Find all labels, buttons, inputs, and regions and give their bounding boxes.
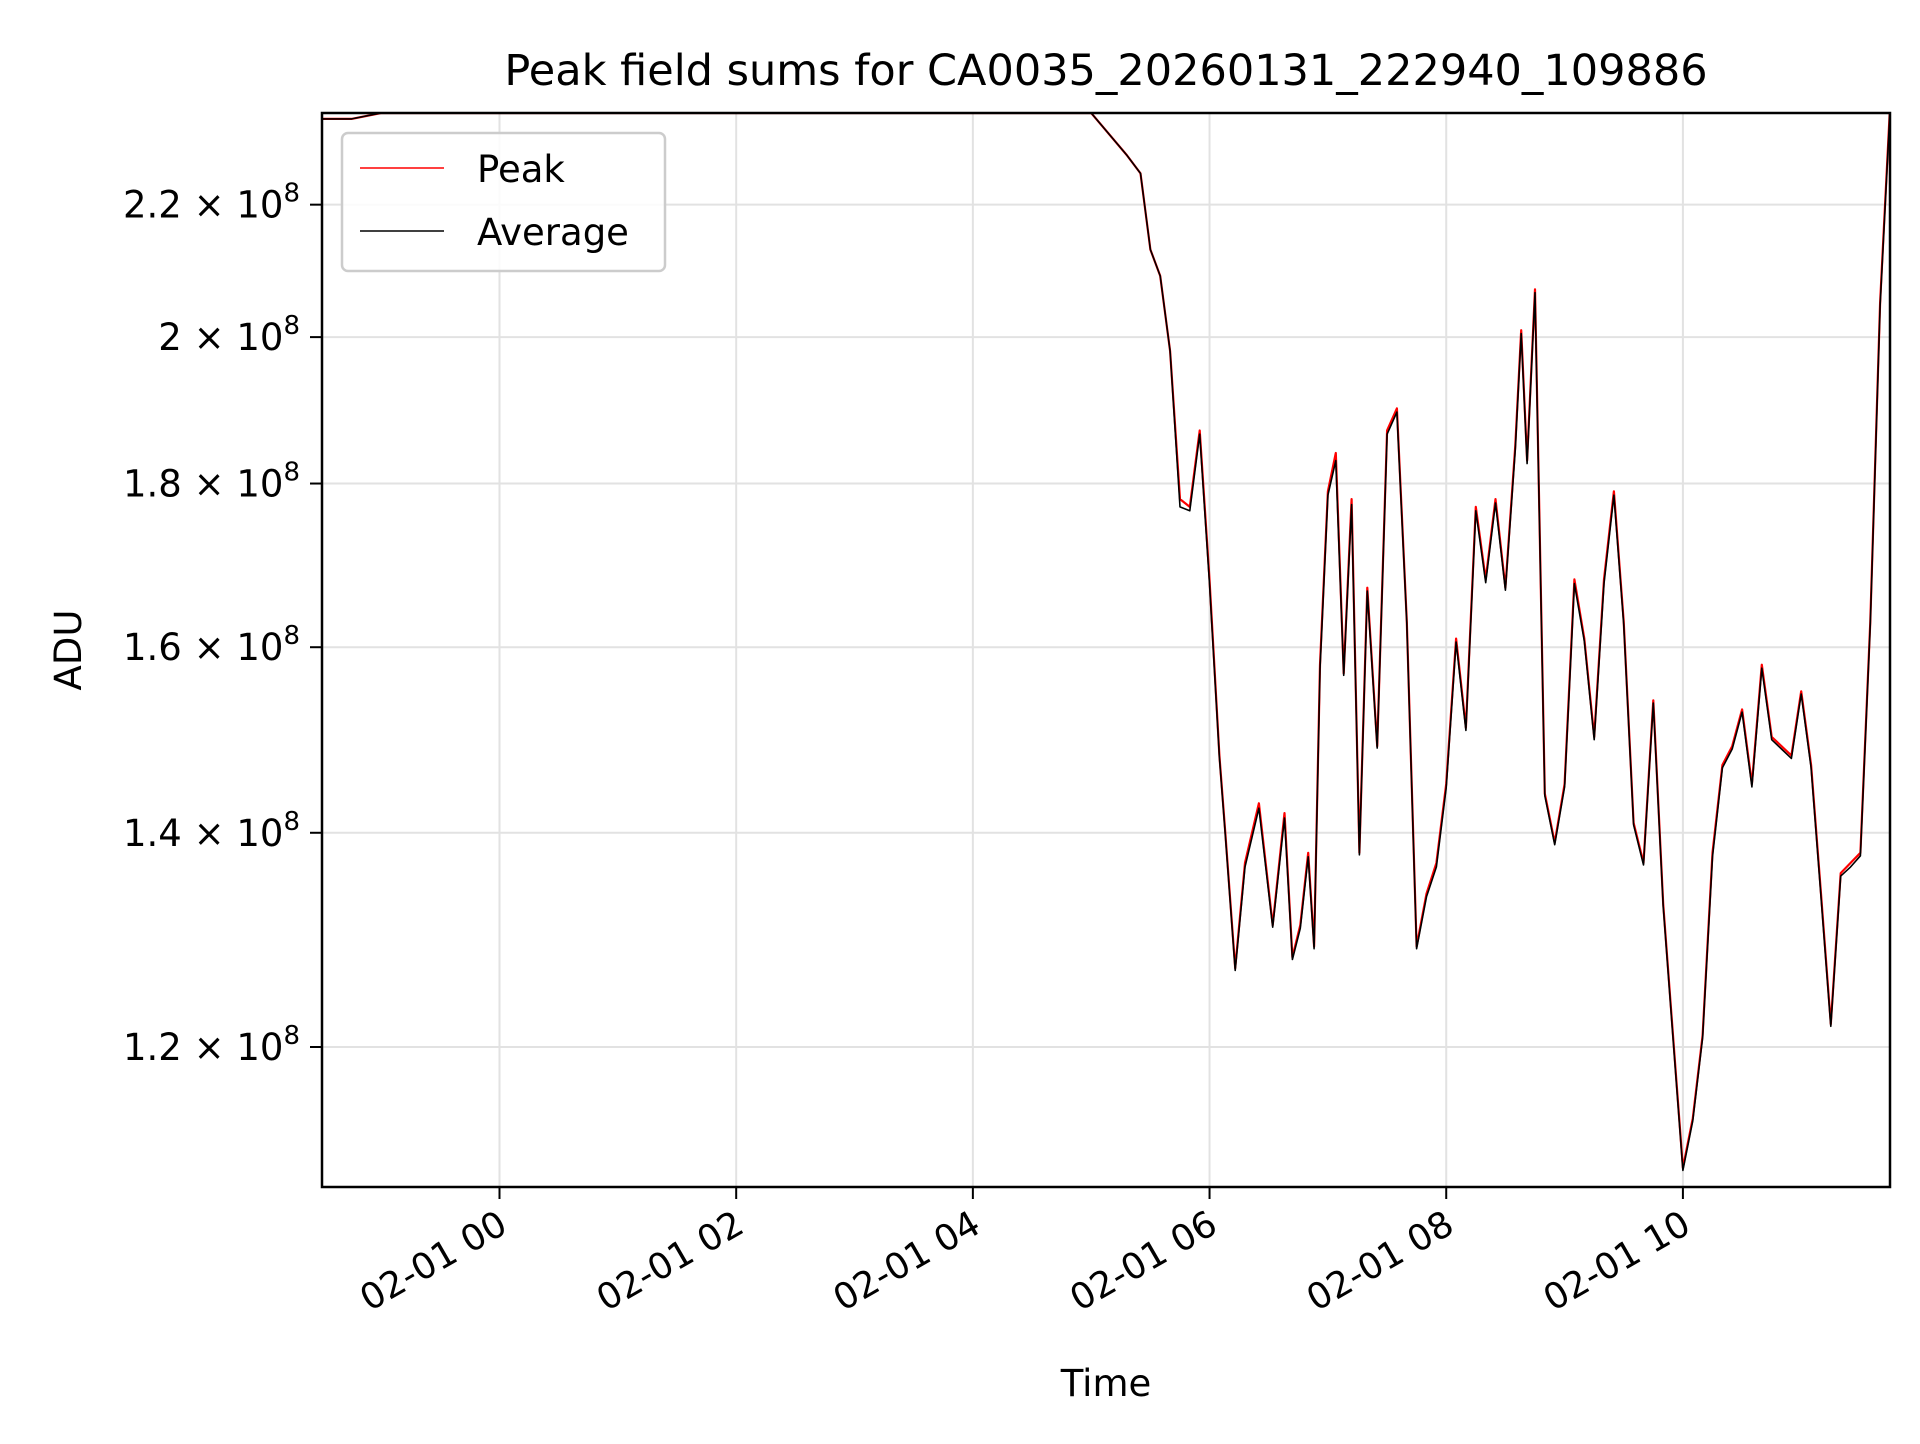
legend-label-peak: Peak (477, 148, 565, 191)
y-tick-label: 1.2 × 108 (123, 1021, 300, 1069)
y-tick-exponent: 8 (283, 807, 300, 837)
y-tick-exponent: 8 (283, 1021, 300, 1051)
y-tick-mantissa: 1.8 (123, 463, 182, 506)
y-tick-label: 1.8 × 108 (123, 458, 300, 506)
legend: Peak Average (340, 131, 667, 273)
y-tick-label: 1.4 × 108 (123, 807, 300, 855)
y-tick-exponent: 8 (283, 621, 300, 651)
x-axis: 02-01 00 02-01 02 02-01 04 02-01 06 02-01 08… (353, 1187, 1697, 1320)
y-tick-label: 2 × 108 (158, 311, 300, 359)
y-axis: 1.2 × 108 1.4 × 108 1.6 × 108 1.8 × 108 2 × … (123, 179, 322, 1069)
y-tick-exponent: 8 (283, 179, 300, 209)
grid (322, 113, 1890, 1187)
chart-title: Peak field sums for CA0035_20260131_2229… (504, 46, 1707, 96)
y-tick-mantissa: 2 (158, 316, 182, 359)
legend-label-average: Average (477, 211, 629, 254)
x-tick-label: 02-01 06 (1063, 1203, 1224, 1319)
series-line-average (322, 113, 1890, 1172)
y-tick-exponent: 8 (283, 458, 300, 488)
x-tick-label: 02-01 04 (827, 1203, 988, 1319)
y-tick-mantissa: 1.6 (123, 626, 182, 669)
series-layer (322, 113, 1890, 1172)
y-tick-mantissa: 1.2 (123, 1026, 182, 1069)
x-axis-label: Time (1060, 1362, 1152, 1405)
x-tick-label: 02-01 00 (353, 1203, 514, 1319)
y-tick-mantissa: 2.2 (123, 184, 182, 227)
plot-frame (320, 111, 1892, 1189)
y-tick-mantissa: 1.4 (123, 812, 182, 855)
y-tick-label: 1.6 × 108 (123, 621, 300, 669)
y-tick-exponent: 8 (283, 311, 300, 341)
y-axis-label: ADU (47, 610, 90, 691)
x-tick-label: 02-01 02 (590, 1203, 751, 1319)
y-tick-label: 2.2 × 108 (123, 179, 300, 227)
x-tick-label: 02-01 08 (1300, 1203, 1461, 1319)
x-tick-label: 02-01 10 (1537, 1203, 1698, 1319)
